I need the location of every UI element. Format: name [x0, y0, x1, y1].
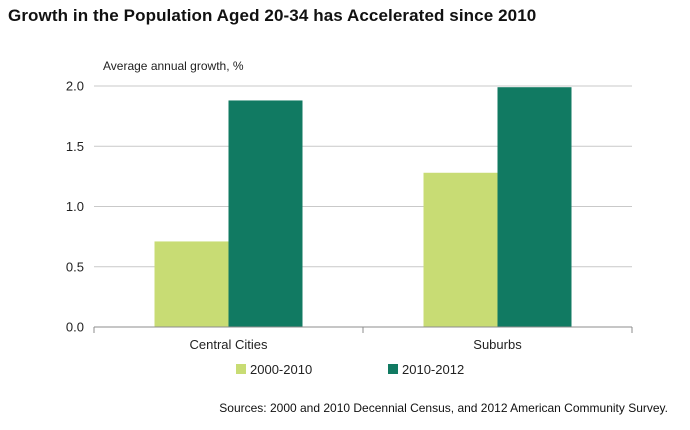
axes: 0.0 0.5 1.0 1.5 2.0 Central Cities Suburbs: [66, 79, 633, 352]
x-category-label: Central Cities: [189, 337, 268, 352]
bars: [154, 87, 572, 328]
legend-swatch: [236, 364, 246, 374]
y-tick-label: 0.0: [66, 320, 84, 335]
y-tick-label: 1.5: [66, 139, 84, 154]
y-tick-label: 0.5: [66, 259, 84, 274]
bar: [497, 87, 572, 327]
source-note: Sources: 2000 and 2010 Decennial Census,…: [219, 401, 668, 415]
chart-title: Growth in the Population Aged 20-34 has …: [8, 6, 537, 25]
legend-swatch: [388, 364, 398, 374]
bar: [154, 241, 229, 327]
legend: 2000-2010 2010-2012: [236, 362, 464, 377]
legend-label: 2010-2012: [402, 362, 464, 377]
y-tick-label: 1.0: [66, 199, 84, 214]
y-tick-label: 2.0: [66, 79, 84, 94]
x-category-label: Suburbs: [473, 337, 522, 352]
y-axis-label: Average annual growth, %: [103, 59, 244, 73]
bar: [228, 100, 303, 328]
legend-label: 2000-2010: [250, 362, 312, 377]
bar: [423, 172, 498, 327]
